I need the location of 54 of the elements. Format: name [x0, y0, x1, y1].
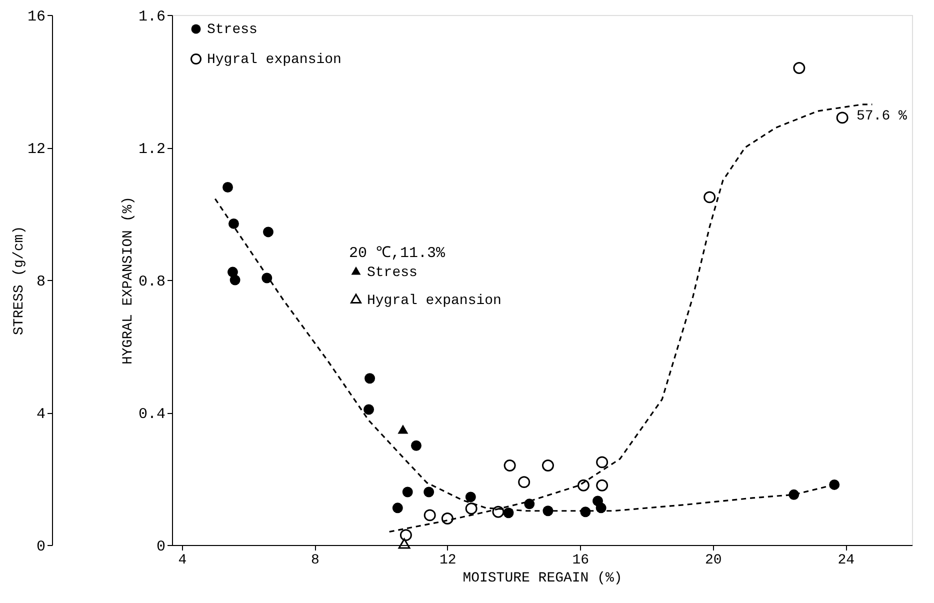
x-axis-title: MOISTURE REGAIN (%) — [462, 570, 622, 586]
point — [542, 460, 554, 472]
y2-tick-label: 1.6 — [138, 8, 166, 26]
y-tick-label: 12 — [27, 141, 46, 158]
y-tick-label: 4 — [36, 406, 46, 423]
point — [793, 62, 806, 74]
point — [400, 529, 412, 542]
y2-tick-label: 0 — [156, 538, 166, 556]
annotation: 57.6 % — [856, 108, 908, 125]
point — [402, 486, 413, 498]
y2-tick-label: 0.4 — [138, 406, 166, 423]
point — [364, 373, 376, 384]
point — [262, 226, 274, 238]
point — [230, 274, 240, 286]
x-tick-label: 24 — [838, 552, 855, 568]
point — [228, 218, 239, 229]
legend-title: 20 ℃,11.3% — [349, 245, 446, 262]
legend-label: Stress — [207, 22, 258, 38]
x-tick-label: 8 — [310, 552, 320, 568]
point — [518, 476, 530, 488]
point — [577, 479, 590, 492]
point — [504, 460, 516, 472]
x-tick-label: 12 — [440, 552, 456, 568]
point — [465, 492, 476, 502]
legend-label: Hygral expansion — [207, 52, 342, 68]
y-axis-title: STRESS (g/cm) — [11, 226, 28, 336]
point — [222, 182, 233, 192]
point — [424, 509, 436, 522]
x-tick-label: 4 — [178, 552, 187, 568]
point — [596, 456, 608, 468]
point — [465, 502, 478, 515]
point — [364, 404, 374, 415]
x-tick-label: 20 — [704, 552, 722, 568]
point — [704, 191, 716, 204]
point — [424, 486, 434, 498]
y-tick-label: 0 — [36, 538, 46, 556]
point — [596, 502, 606, 514]
point — [836, 112, 848, 124]
point — [398, 424, 408, 434]
point — [392, 502, 403, 514]
point — [524, 498, 535, 510]
legend-label: Stress — [367, 265, 418, 281]
y2-tick-label: 1.2 — [138, 141, 166, 158]
legend-label: Hygral expansion — [367, 293, 502, 309]
point — [441, 512, 454, 524]
point — [596, 479, 608, 492]
x-tick-label: 16 — [572, 552, 590, 568]
y2-axis-title: HYGRAL EXPANSION (%) — [120, 196, 136, 365]
point — [492, 506, 504, 518]
point — [410, 440, 422, 451]
point — [829, 479, 840, 490]
y-tick-label: 16 — [27, 8, 46, 26]
y2-tick-label: 0.8 — [138, 274, 166, 290]
y-tick-label: 8 — [36, 274, 46, 290]
